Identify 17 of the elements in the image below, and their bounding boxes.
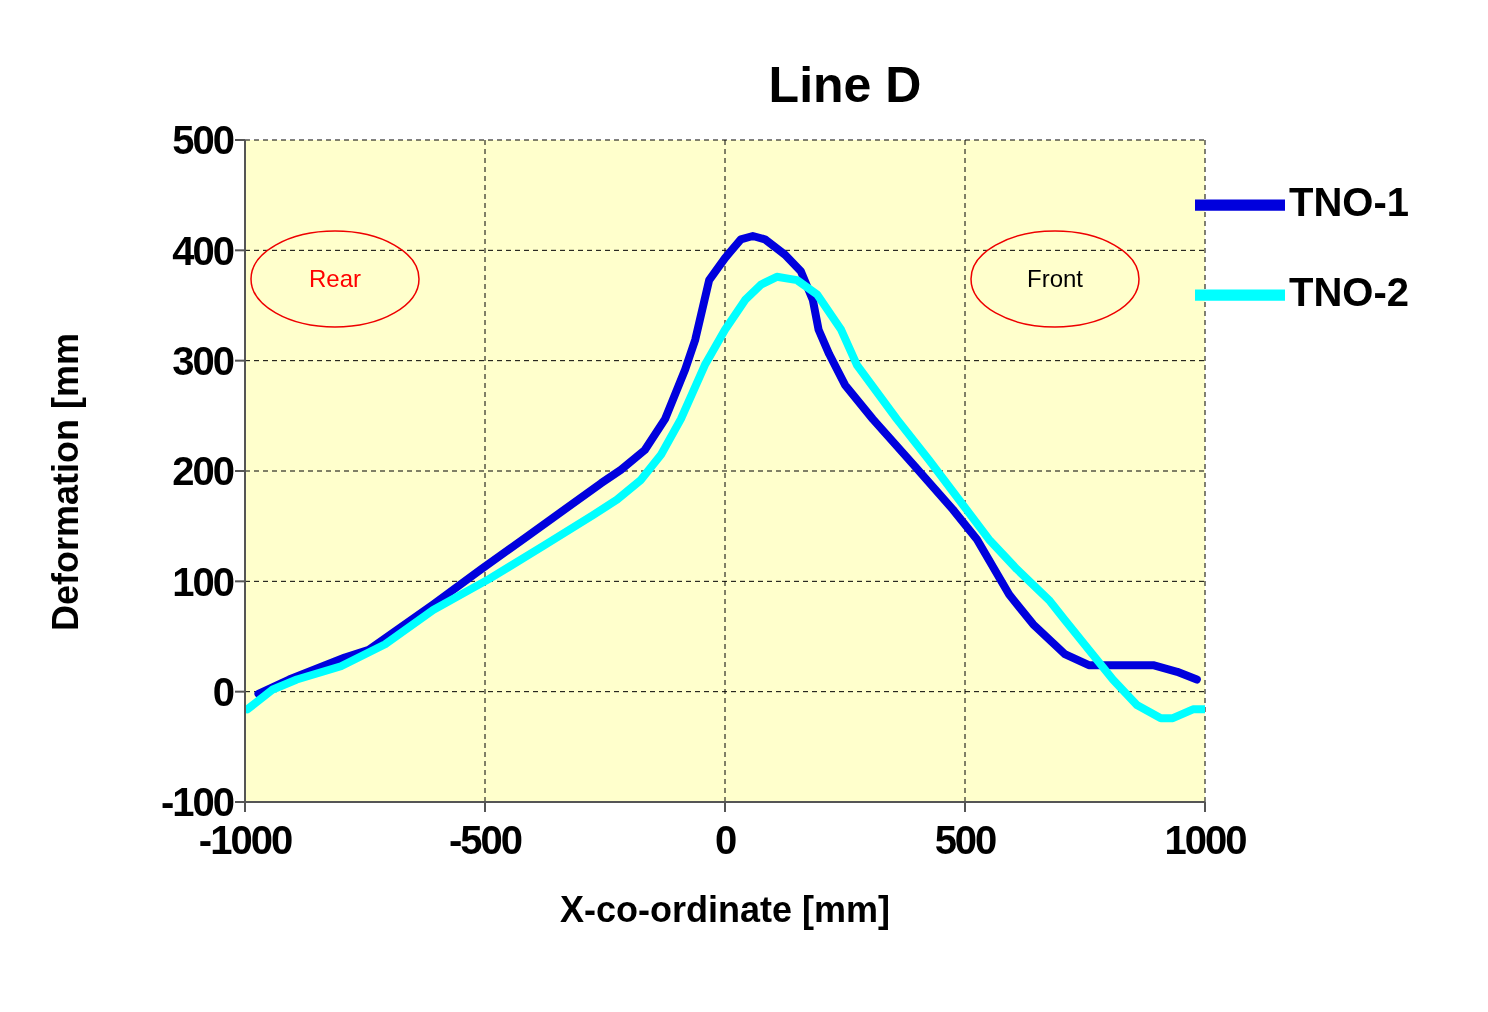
y-tick-label: 0 [212, 669, 234, 714]
x-tick-label: 0 [714, 818, 736, 863]
x-tick-label: 500 [934, 818, 997, 863]
y-tick-label: 100 [172, 559, 234, 604]
y-tick-label: 200 [172, 449, 234, 494]
x-axis-title: X-co-ordinate [mm] [559, 889, 891, 930]
y-tick-label: 300 [172, 338, 234, 383]
x-tick-label: 1000 [1164, 818, 1247, 863]
y-tick-label: 500 [172, 118, 234, 163]
y-tick-label: 400 [172, 228, 234, 273]
legend-label: TNO-1 [1289, 179, 1409, 224]
y-axis-title: Deformation [mm [44, 332, 86, 631]
annotation: Front [1026, 265, 1084, 294]
x-tick-label: -500 [448, 818, 522, 863]
chart-title: Line D [767, 56, 923, 114]
annotation: Rear [308, 265, 362, 294]
legend-label: TNO-2 [1289, 269, 1409, 314]
